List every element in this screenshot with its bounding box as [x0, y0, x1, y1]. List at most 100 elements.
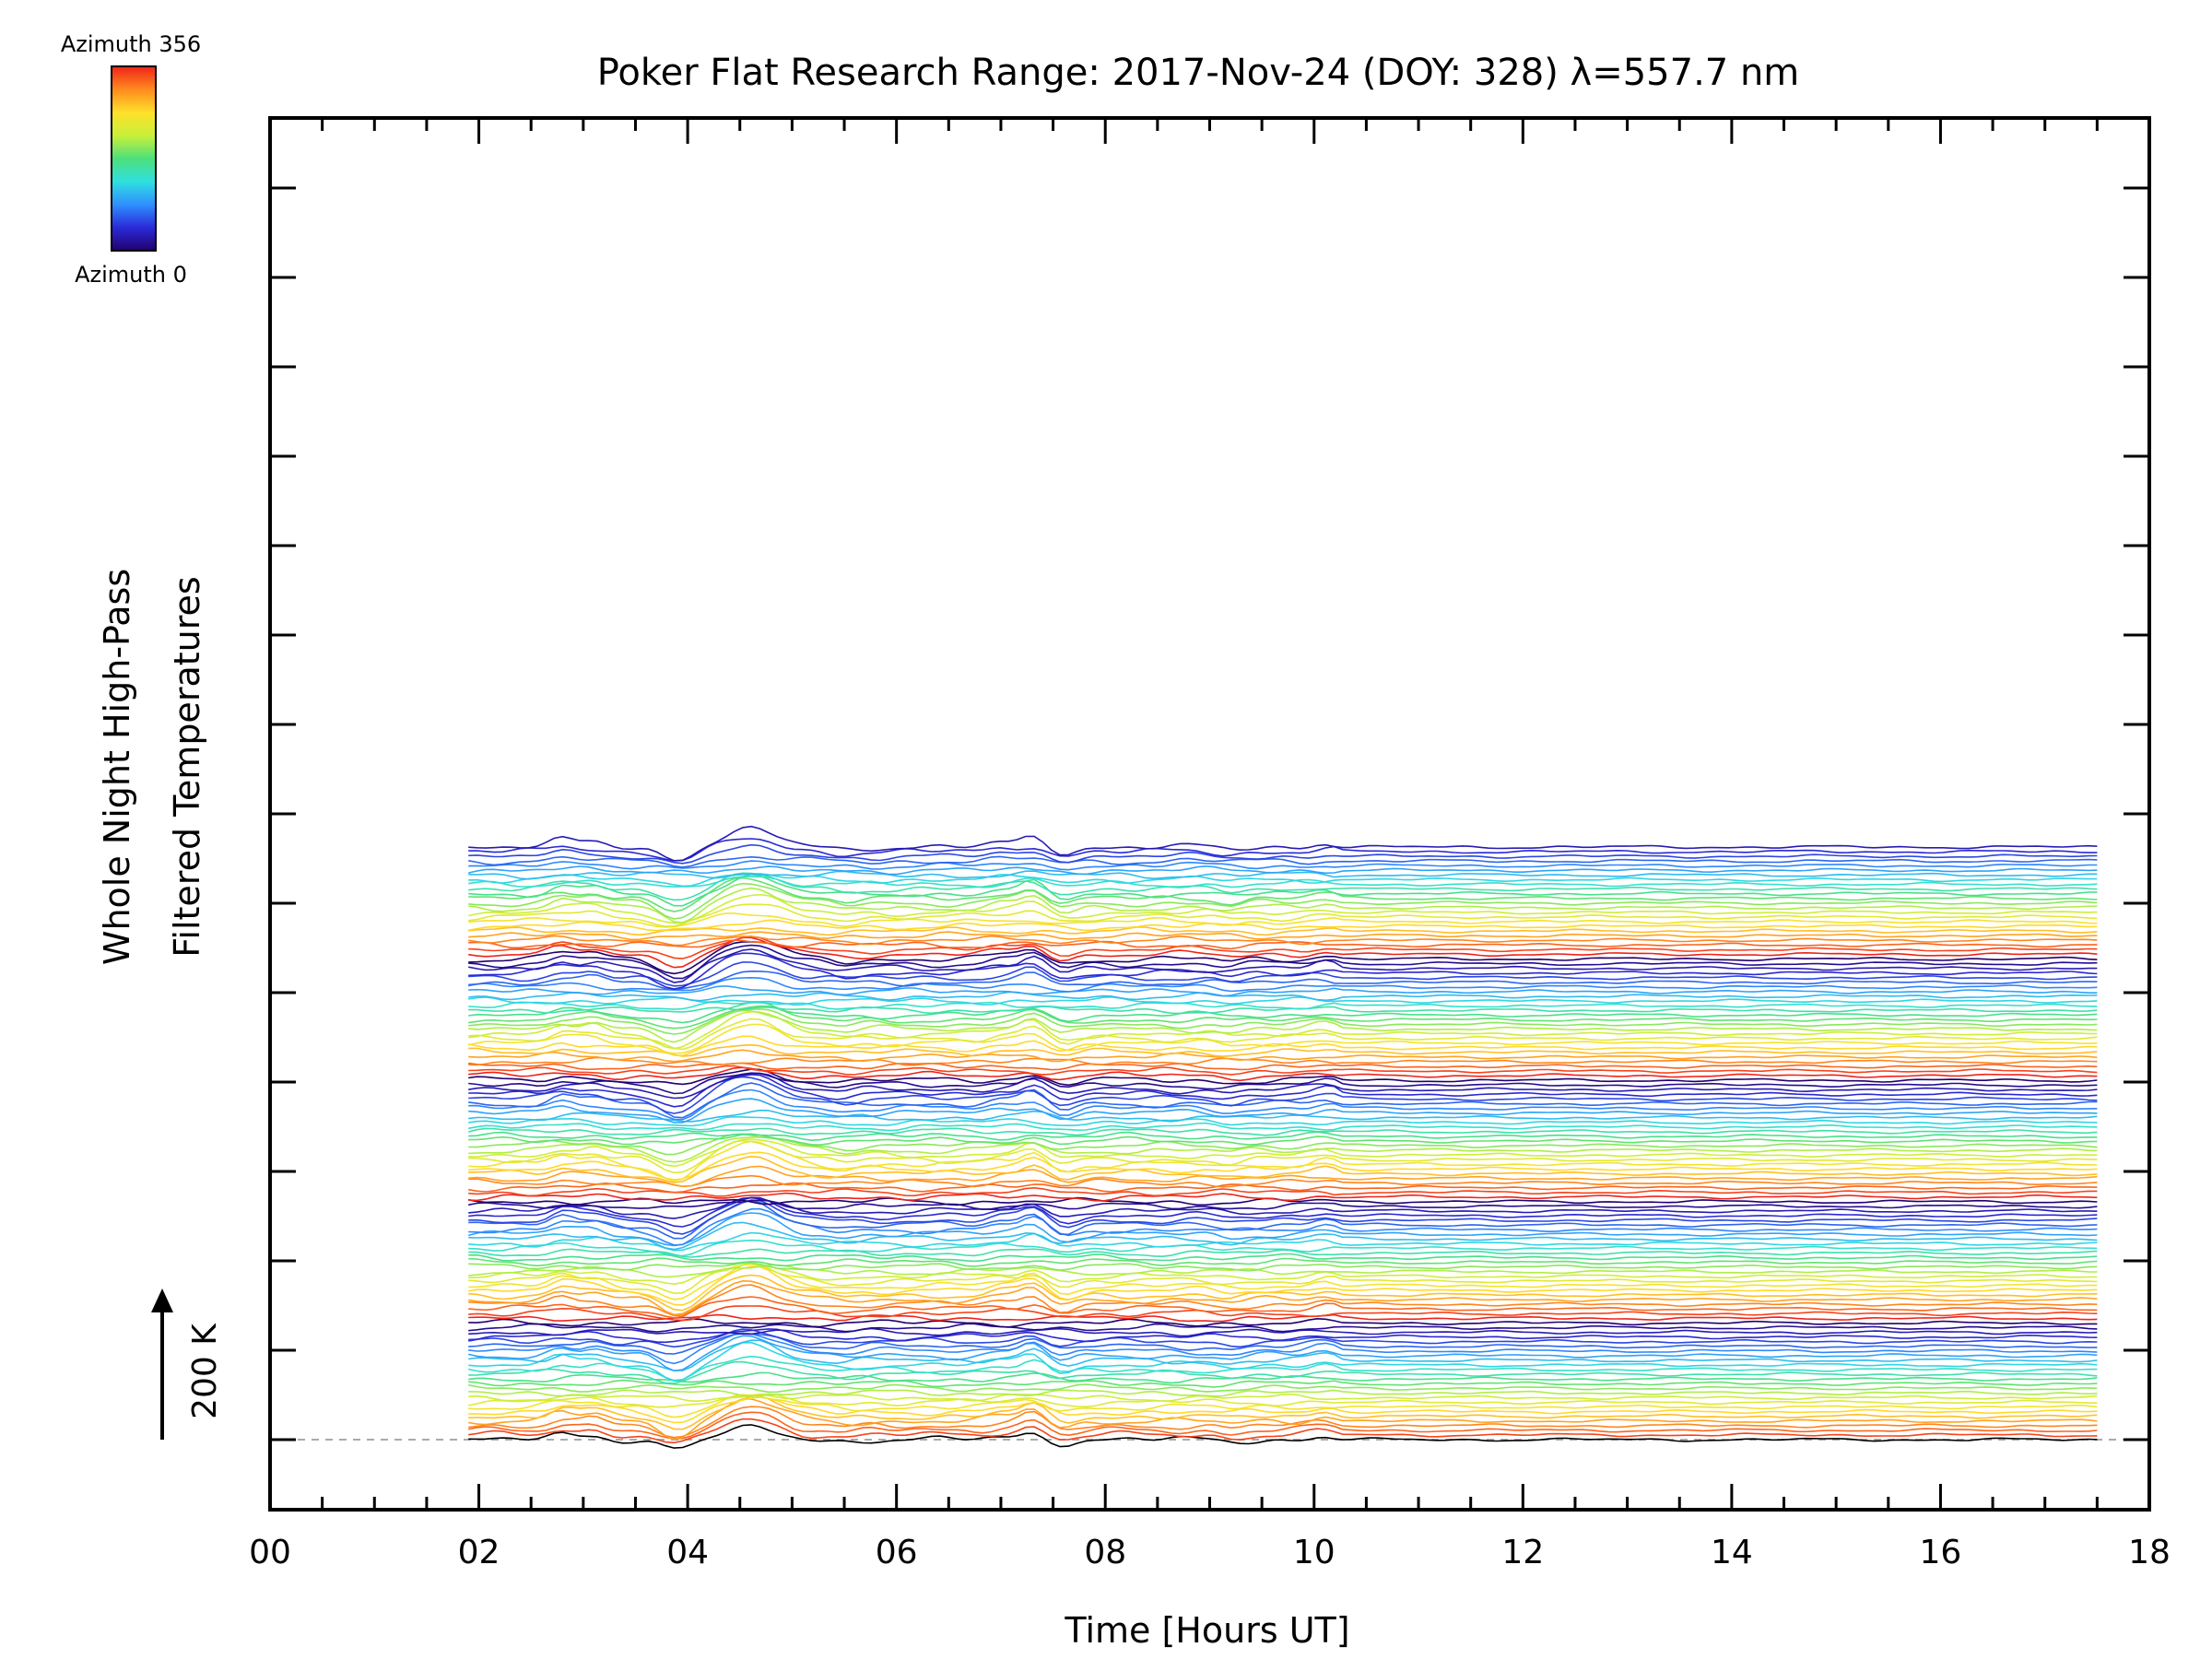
- series-line: [468, 1068, 2098, 1087]
- series-line: [468, 1328, 2098, 1344]
- series-line: [468, 1327, 2098, 1337]
- series-line: [468, 984, 2098, 997]
- series-line: [468, 1196, 2098, 1219]
- series-line: [468, 1411, 2098, 1440]
- series-line: [468, 1389, 2098, 1397]
- series-group: [468, 825, 2098, 1449]
- colorbar: Azimuth 356 Azimuth 0: [61, 31, 201, 288]
- series-line: [468, 893, 2098, 924]
- series-line: [468, 903, 2098, 927]
- series-line: [468, 1339, 2098, 1371]
- series-line: [468, 1001, 2098, 1010]
- series-line: [468, 1088, 2098, 1121]
- series-line: [468, 1133, 2098, 1147]
- colorbar-bottom-label: Azimuth 0: [75, 262, 187, 288]
- series-line: [468, 860, 2098, 871]
- colorbar-top-label: Azimuth 356: [61, 31, 201, 57]
- series-line: [468, 873, 2098, 907]
- series-line: [468, 1065, 2098, 1076]
- series-line: [468, 1207, 2098, 1246]
- series-line: [468, 1066, 2098, 1082]
- series-line: [468, 1192, 2098, 1202]
- series-line: [468, 838, 2098, 862]
- series-line: [468, 1174, 2098, 1188]
- series-line: [468, 935, 2098, 959]
- series-line: [468, 1418, 2098, 1444]
- series-line: [468, 1406, 2098, 1439]
- series-line: [468, 1248, 2098, 1258]
- series-line: [468, 1323, 2098, 1333]
- series-line: [468, 976, 2098, 993]
- x-tick-label: 12: [1501, 1534, 1544, 1571]
- series-line: [468, 1115, 2098, 1127]
- series-line: [468, 991, 2098, 1002]
- series-line: [468, 1122, 2098, 1132]
- series-line: [468, 825, 2098, 862]
- series-line: [468, 931, 2098, 941]
- series-line: [468, 1199, 2098, 1235]
- series-line: [468, 1196, 2098, 1228]
- series-line: [468, 1317, 2098, 1328]
- chart-title: Poker Flat Research Range: 2017-Nov-24 (…: [597, 52, 1800, 94]
- series-line: [468, 872, 2098, 901]
- series-line: [468, 882, 2098, 920]
- y-axis-label-line2: Filtered Temperatures: [167, 576, 207, 957]
- series-line: [468, 876, 2098, 888]
- series-line: [468, 1001, 2098, 1024]
- series-line: [468, 1253, 2098, 1263]
- series-line: [468, 1383, 2098, 1394]
- series-line: [468, 1199, 2098, 1211]
- x-tick-labels: 00 02 04 06 08 10 12 14 16 18: [249, 1534, 2171, 1571]
- series-line: [468, 1393, 2098, 1402]
- series-line: [468, 1135, 2098, 1163]
- series-line: [468, 855, 2098, 868]
- series-line: [468, 1424, 2098, 1449]
- series-line: [468, 1006, 2098, 1015]
- x-tick-label: 04: [666, 1534, 709, 1571]
- series-line: [468, 1212, 2098, 1247]
- x-tick-label: 00: [249, 1534, 291, 1571]
- series-line: [468, 1035, 2098, 1057]
- series-line: [468, 1284, 2098, 1317]
- series-line: [468, 887, 2098, 924]
- series-line: [468, 919, 2098, 932]
- axis-ticks: [268, 118, 2151, 1510]
- x-tick-label: 08: [1084, 1534, 1126, 1571]
- series-line: [468, 1049, 2098, 1063]
- series-line: [468, 1257, 2098, 1267]
- series-line: [468, 912, 2098, 928]
- series-line: [468, 1018, 2098, 1051]
- scale-arrow-head: [151, 1288, 173, 1312]
- series-line: [468, 1127, 2098, 1136]
- series-line: [468, 843, 2098, 865]
- series-line: [468, 1335, 2098, 1372]
- series-line: [468, 939, 2098, 950]
- series-line: [468, 1155, 2098, 1183]
- series-line: [468, 1131, 2098, 1142]
- plot-frame: [268, 116, 2151, 1512]
- x-tick-label: 14: [1711, 1534, 1753, 1571]
- series-line: [468, 1313, 2098, 1323]
- series-line: [468, 1023, 2098, 1054]
- series-line: [468, 1262, 2098, 1300]
- x-tick-label: 02: [458, 1534, 500, 1571]
- series-line: [468, 1265, 2098, 1306]
- series-line: [468, 1140, 2098, 1182]
- series-line: [468, 1355, 2098, 1382]
- y-axis-label-line1: Whole Night High-Pass: [97, 569, 137, 965]
- series-line: [468, 1231, 2098, 1252]
- x-axis-label: Time [Hours UT]: [1064, 1610, 1349, 1651]
- series-line: [468, 1007, 2098, 1035]
- series-line: [468, 1279, 2098, 1316]
- series-line: [468, 1393, 2098, 1408]
- series-line: [468, 1360, 2098, 1384]
- series-line: [468, 1056, 2098, 1066]
- series-line: [468, 1186, 2098, 1197]
- colorbar-gradient: [111, 65, 157, 252]
- series-line: [468, 952, 2098, 990]
- x-tick-label: 10: [1293, 1534, 1335, 1571]
- series-line: [468, 1296, 2098, 1319]
- series-line: [468, 1396, 2098, 1424]
- series-line: [468, 1151, 2098, 1181]
